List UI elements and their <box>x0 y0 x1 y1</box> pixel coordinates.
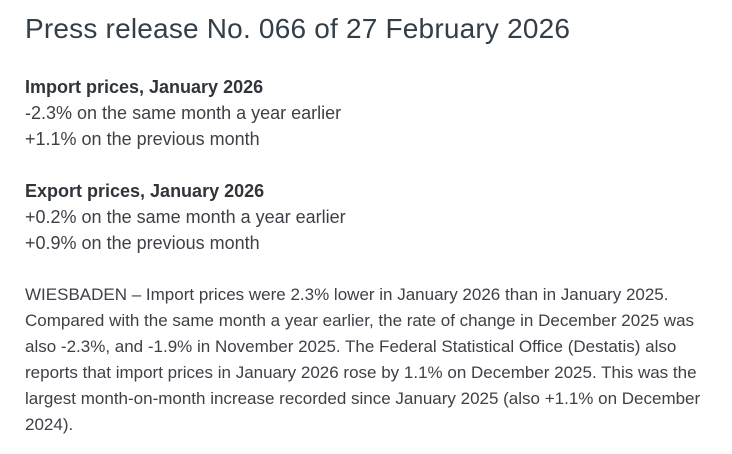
export-prices-heading: Export prices, January 2026 <box>25 181 265 201</box>
export-prices-mom-line: +0.9% on the previous month <box>25 233 260 253</box>
import-prices-yoy-line: -2.3% on the same month a year earlier <box>25 103 342 123</box>
export-prices-yoy-line: +0.2% on the same month a year earlier <box>25 207 346 227</box>
press-release-paragraph: WIESBADEN – Import prices were 2.3% lowe… <box>25 285 701 434</box>
page-title: Press release No. 066 of 27 February 202… <box>25 13 571 44</box>
import-prices-heading: Import prices, January 2026 <box>25 77 264 97</box>
import-prices-summary: Import prices, January 2026 -2.3% on the… <box>25 74 706 152</box>
export-prices-summary: Export prices, January 2026 +0.2% on the… <box>25 178 706 256</box>
import-prices-mom-line: +1.1% on the previous month <box>25 129 260 149</box>
